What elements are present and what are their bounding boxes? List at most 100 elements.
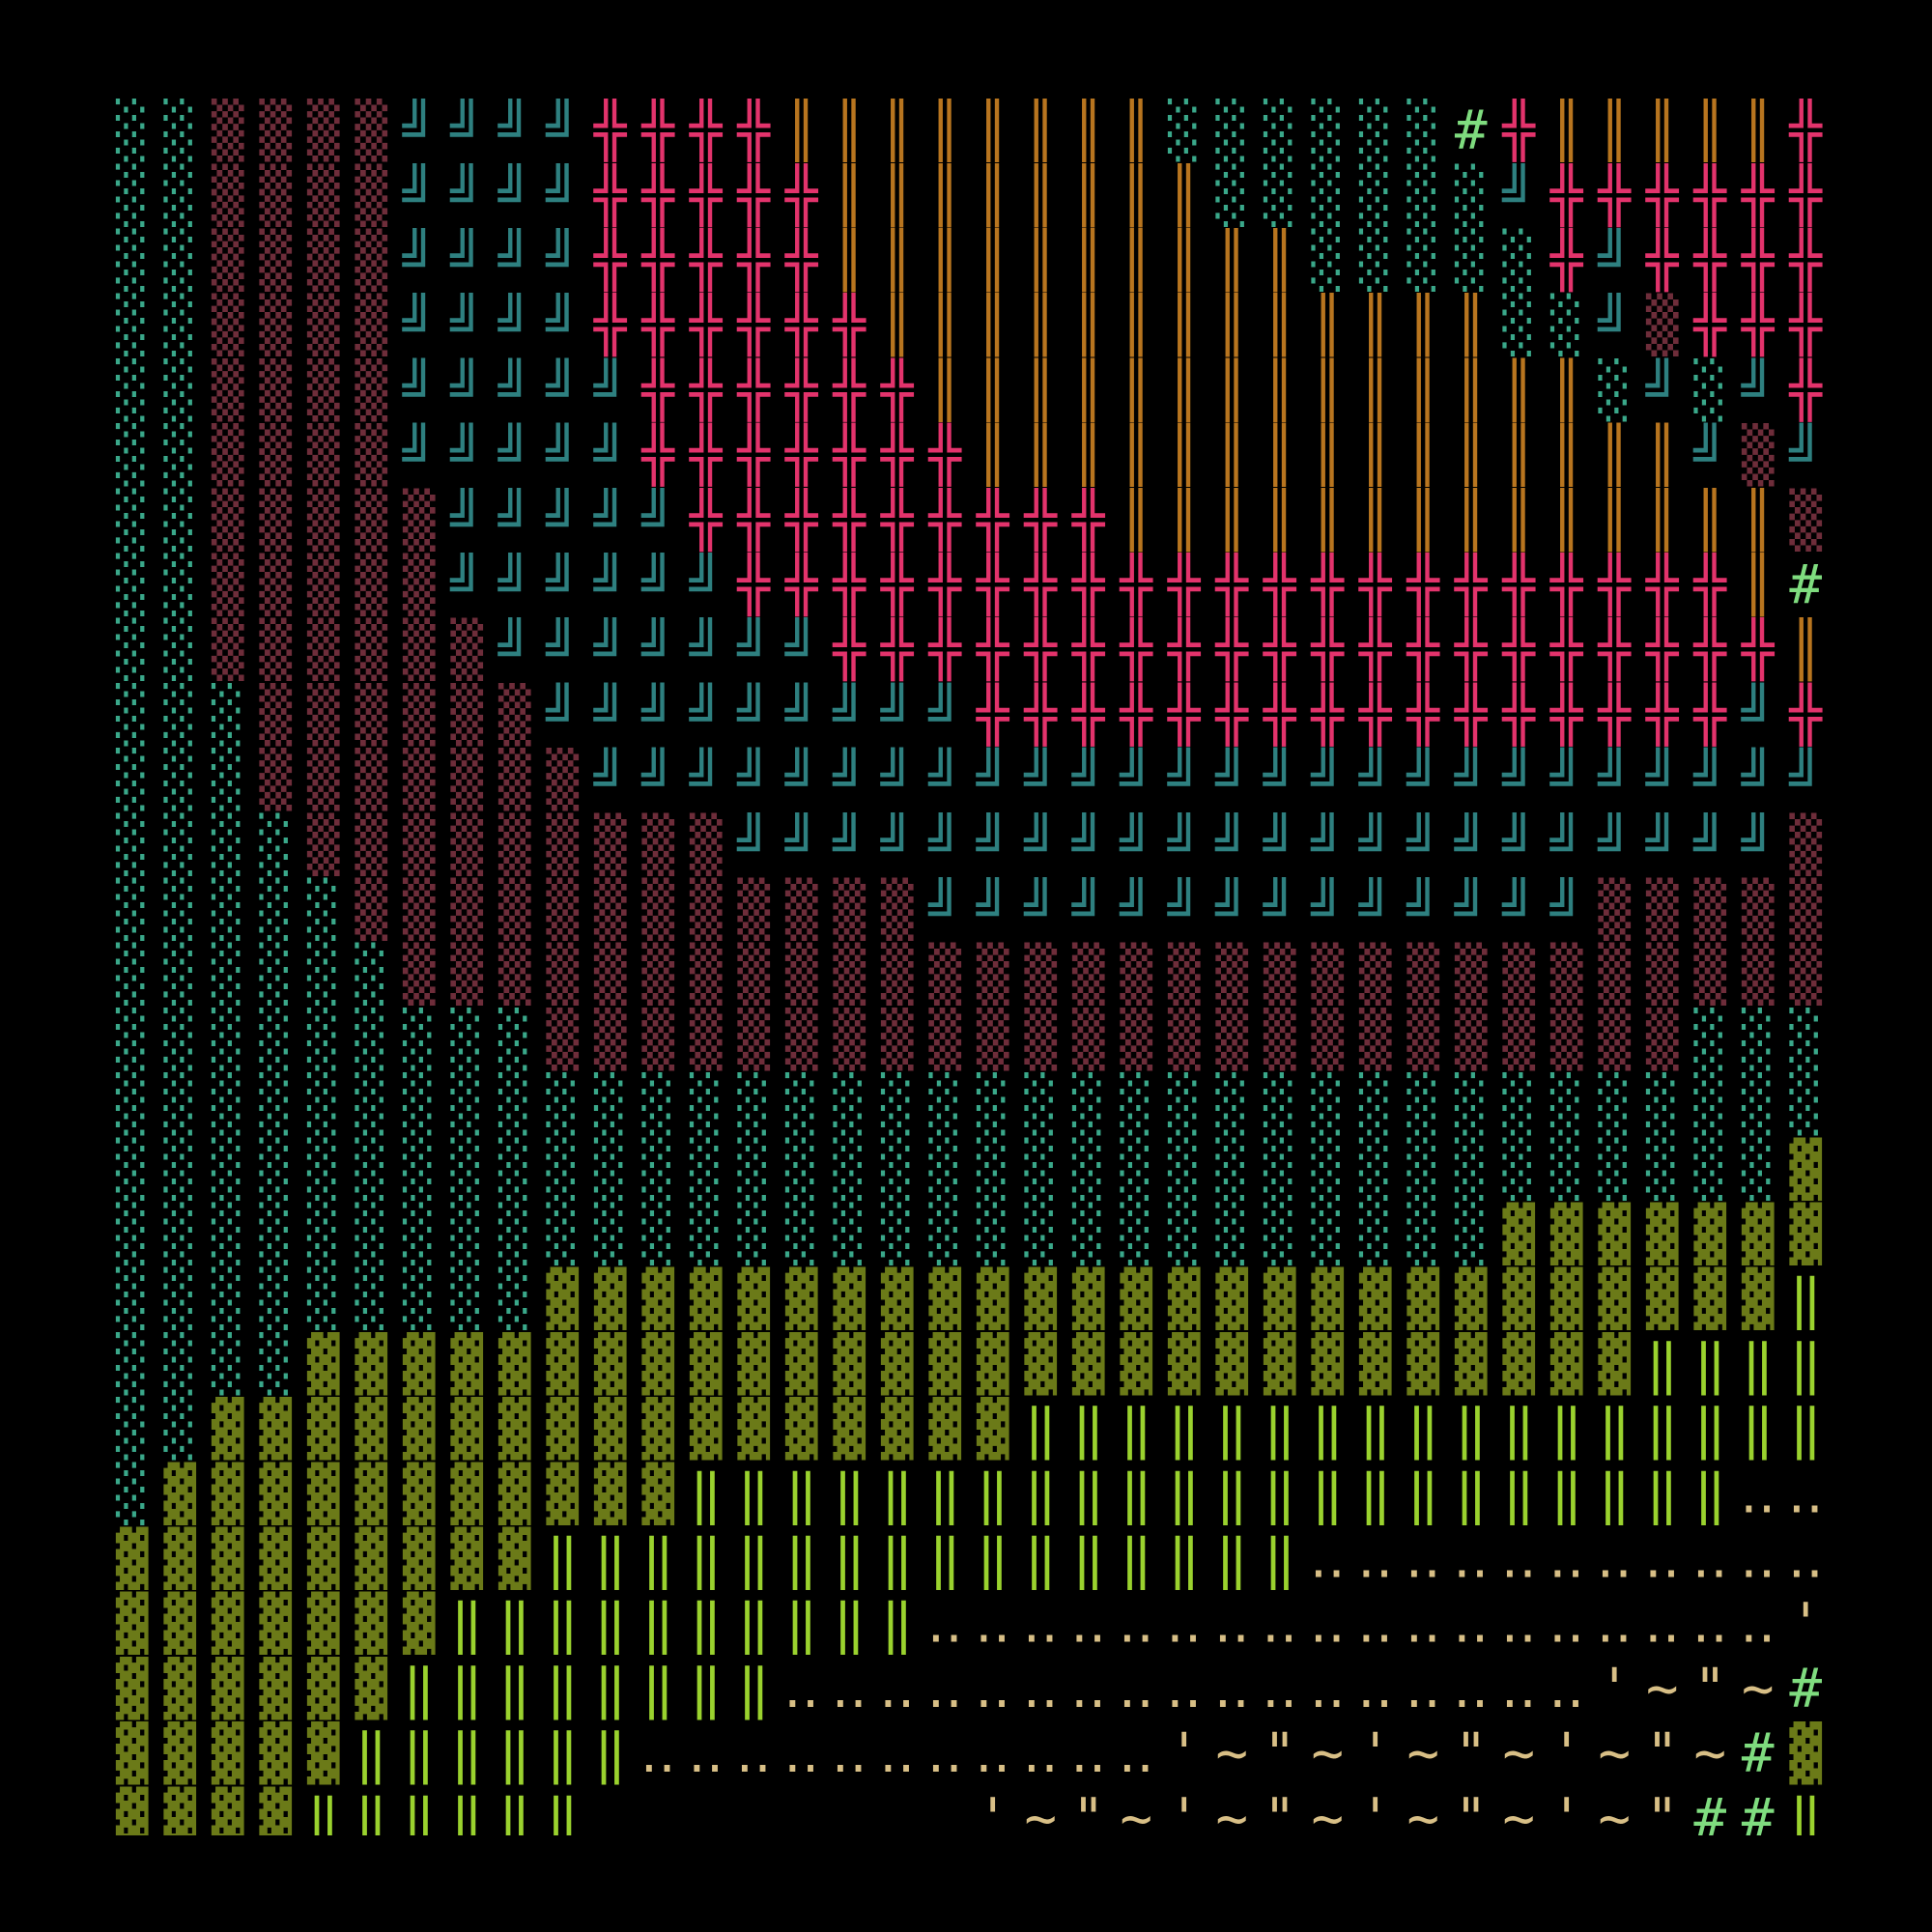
map-cell: ╝ [497,553,531,617]
map-cell: ░ [1311,1203,1344,1266]
map-cell: ▓ [259,1657,292,1720]
map-cell: ╬ [736,487,771,552]
map-cell: ▒ [881,1007,914,1071]
map-cell: ░ [1024,1203,1057,1266]
map-cell: ‖ [1406,1398,1439,1461]
map-cell: ╝ [1167,811,1201,876]
map-cell: ╝ [736,682,770,747]
map-cell: ╬ [1741,293,1776,357]
map-cell: ‥ [1692,1593,1728,1656]
map-cell: ▓ [498,1397,531,1461]
map-cell: ╝ [545,228,579,293]
map-cell: ░ [163,812,196,876]
map-cell: ▒ [1550,942,1583,1007]
map-cell: ╝ [880,682,914,747]
map-cell: ╝ [1119,877,1152,942]
map-cell: ▓ [307,1462,340,1525]
map-cell: ‥ [1262,1658,1297,1720]
map-cell: ░ [116,1267,149,1331]
map-cell: ░ [403,1137,436,1201]
map-cell: ~ [1215,1787,1248,1850]
map-cell: ╬ [1023,553,1058,617]
map-cell: ╝ [497,293,531,357]
map-cell: ‖ [498,1722,531,1785]
map-cell: ╝ [593,553,627,617]
map-cell: ░ [163,1332,196,1396]
map-cell: ╬ [1501,682,1536,747]
map-cell: ░ [259,1203,292,1266]
map-cell: ▒ [1742,942,1775,1007]
map-cell: ░ [1215,1137,1248,1201]
map-cell: ‖ [1264,1398,1296,1461]
map-cell: ░ [594,1137,627,1201]
map-cell: ░ [1455,1072,1488,1136]
map-cell: ‖ [785,1463,818,1525]
map-cell: ‥ [1023,1658,1059,1720]
map-cell: ╬ [640,98,675,162]
map-cell: ▓ [928,1267,961,1331]
map-cell: ║ [1072,422,1105,487]
map-cell: ░ [594,1203,627,1266]
map-cell: ▓ [498,1332,531,1396]
map-cell: ╬ [1071,487,1106,552]
map-cell: ▒ [1120,1007,1152,1071]
map-cell: ▓ [594,1332,627,1396]
map-cell: ▓ [1024,1267,1057,1331]
map-cell: ‖ [546,1787,579,1850]
map-cell: ▓ [1789,1203,1822,1266]
map-cell: ╝ [784,617,818,682]
map-cell: ▓ [403,1397,436,1461]
map-cell: ▒ [259,162,292,227]
map-cell: ╬ [640,422,675,487]
map-cell: ‖ [641,1528,674,1591]
map-cell: ▒ [403,553,436,617]
map-cell: ▓ [737,1332,770,1396]
map-cell: ▒ [259,228,292,293]
map-cell: ▓ [690,1267,723,1331]
map-cell: ~ [1598,1722,1631,1785]
map-cell: ╝ [1549,877,1583,942]
map-cell: ║ [881,228,914,293]
map-cell: ░ [1120,1203,1152,1266]
map-cell: ‖ [737,1528,770,1591]
map-cell: ▒ [259,487,292,552]
map-cell: ‖ [1646,1398,1679,1461]
map-cell: ‖ [1693,1463,1726,1525]
map-cell: ╬ [689,422,724,487]
map-cell: ‥ [1644,1528,1680,1591]
map-cell: ░ [163,294,196,357]
map-cell: ‖ [881,1528,914,1591]
map-cell: ╬ [784,487,819,552]
map-cell: ░ [355,1267,387,1331]
map-cell: ╬ [880,487,915,552]
map-cell: ║ [977,357,1009,422]
map-cell: ╝ [976,811,1009,876]
map-cell: ~ [1311,1787,1344,1850]
map-cell: ░ [212,748,244,811]
map-cell: ‥ [1453,1528,1489,1591]
map-cell: ╝ [1692,747,1726,811]
map-cell: ║ [1120,98,1152,162]
map-cell: ▒ [212,228,244,293]
map-cell: ░ [690,1072,723,1136]
map-cell: ░ [1406,99,1439,162]
map-cell: ▒ [355,98,387,162]
map-cell: ╬ [736,357,771,422]
map-cell: ░ [1359,163,1392,227]
map-cell: ‖ [1215,1463,1248,1525]
map-cell: ' [1359,1722,1392,1785]
map-cell: ╝ [1741,357,1775,422]
map-cell: ╝ [545,422,579,487]
map-cell: ╝ [449,293,483,357]
map-cell: ╝ [1358,811,1392,876]
map-cell: ║ [1742,553,1775,617]
map-cell: ░ [1742,1137,1775,1201]
map-cell: ▒ [641,877,674,942]
map-cell: ╝ [1597,293,1631,357]
map-cell: ╬ [1358,553,1393,617]
map-cell: ╝ [1023,747,1057,811]
map-cell: ▓ [355,1657,387,1720]
map-cell: ▓ [1359,1267,1392,1331]
map-cell: ╝ [976,747,1009,811]
map-cell: ‖ [737,1658,770,1720]
